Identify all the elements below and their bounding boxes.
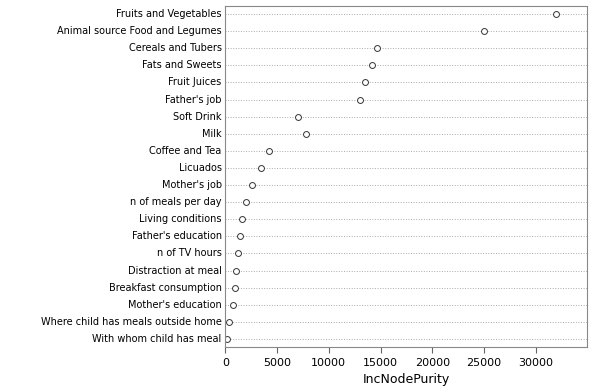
Text: Father's education: Father's education xyxy=(132,231,222,241)
Text: Breakfast consumption: Breakfast consumption xyxy=(109,283,222,293)
Text: Distraction at meal: Distraction at meal xyxy=(128,265,222,276)
Point xyxy=(361,79,370,85)
Point xyxy=(479,28,489,34)
Point xyxy=(256,165,265,171)
Text: Where child has meals outside home: Where child has meals outside home xyxy=(41,317,222,327)
Point xyxy=(264,148,273,154)
Point xyxy=(222,336,232,342)
Point xyxy=(368,62,377,69)
Point xyxy=(237,216,247,222)
Text: n of TV hours: n of TV hours xyxy=(157,249,222,258)
Text: Animal source Food and Legumes: Animal source Food and Legumes xyxy=(57,26,222,36)
Text: Mother's education: Mother's education xyxy=(128,300,222,310)
Point xyxy=(235,233,244,240)
Point xyxy=(293,114,302,120)
Point xyxy=(551,11,561,17)
Point xyxy=(233,250,243,257)
Text: n of meals per day: n of meals per day xyxy=(130,197,222,207)
Text: Cereals and Tubers: Cereals and Tubers xyxy=(129,43,222,53)
Text: Fruits and Vegetables: Fruits and Vegetables xyxy=(116,9,222,19)
Text: Mother's job: Mother's job xyxy=(162,180,222,190)
Point xyxy=(241,199,251,205)
X-axis label: IncNodePurity: IncNodePurity xyxy=(363,374,450,387)
Point xyxy=(301,131,311,137)
Point xyxy=(228,301,237,308)
Text: Licuados: Licuados xyxy=(178,163,222,173)
Point xyxy=(231,267,241,274)
Text: Fruit Juices: Fruit Juices xyxy=(168,78,222,87)
Text: Fats and Sweets: Fats and Sweets xyxy=(142,60,222,71)
Point xyxy=(355,96,365,103)
Text: Coffee and Tea: Coffee and Tea xyxy=(149,146,222,156)
Text: With whom child has meal: With whom child has meal xyxy=(93,334,222,344)
Point xyxy=(224,319,234,325)
Text: Soft Drink: Soft Drink xyxy=(173,112,222,122)
Text: Milk: Milk xyxy=(202,129,222,139)
Text: Father's job: Father's job xyxy=(165,94,222,105)
Point xyxy=(230,285,240,291)
Text: Living conditions: Living conditions xyxy=(139,214,222,224)
Point xyxy=(247,182,257,188)
Point xyxy=(372,45,382,51)
